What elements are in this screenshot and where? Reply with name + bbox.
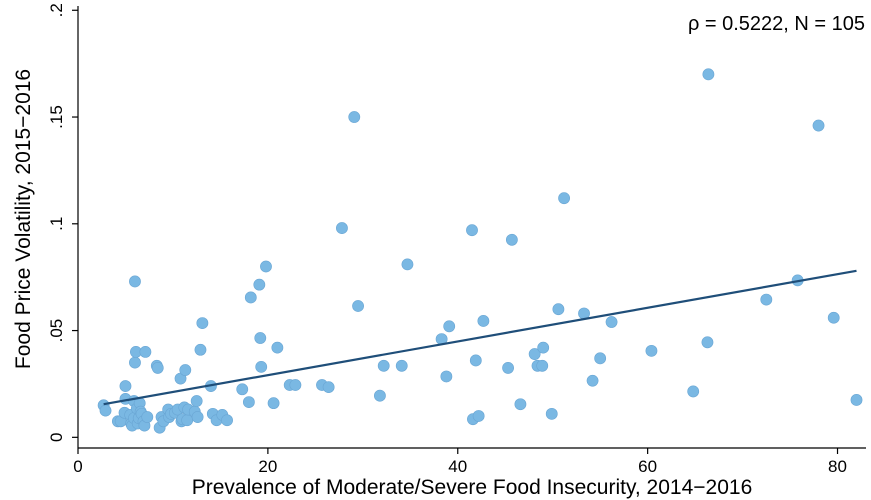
- data-point: [141, 411, 154, 423]
- y-tick-label: .15: [47, 105, 66, 129]
- x-tick-label: 60: [638, 457, 657, 476]
- x-tick-label: 40: [448, 457, 467, 476]
- data-point: [502, 362, 514, 374]
- data-point: [605, 316, 618, 328]
- y-tick-label: .1: [47, 217, 66, 231]
- data-point: [469, 354, 482, 367]
- data-point: [401, 258, 414, 271]
- data-point: [129, 356, 141, 369]
- data-point: [586, 374, 599, 387]
- data-point: [466, 224, 478, 237]
- data-point: [255, 360, 268, 373]
- data-point: [179, 364, 192, 376]
- data-point: [377, 359, 390, 372]
- data-point: [545, 407, 558, 420]
- y-tick-label: .2: [47, 3, 66, 17]
- data-point: [236, 383, 249, 396]
- points-layer: [97, 68, 863, 434]
- data-point: [244, 291, 257, 304]
- data-point: [537, 341, 550, 354]
- data-point: [536, 359, 549, 372]
- data-point: [352, 300, 364, 312]
- data-point: [348, 111, 361, 123]
- x-tick-label: 80: [828, 457, 847, 476]
- data-point: [645, 344, 658, 357]
- data-point: [99, 404, 112, 417]
- data-point: [151, 362, 164, 374]
- data-point: [253, 278, 266, 291]
- x-tick-label: 0: [73, 457, 82, 476]
- data-point: [139, 346, 152, 358]
- data-point: [129, 275, 141, 288]
- x-tick-label: 20: [258, 457, 277, 476]
- data-point: [196, 317, 209, 329]
- data-point: [181, 414, 194, 427]
- data-point: [289, 379, 302, 391]
- data-point: [477, 315, 490, 327]
- data-point: [443, 320, 456, 333]
- data-point: [395, 359, 408, 372]
- data-point: [558, 192, 570, 205]
- data-point: [528, 348, 541, 360]
- data-point: [322, 381, 335, 394]
- data-point: [850, 394, 863, 406]
- y-tick-label: 0: [47, 433, 66, 442]
- data-point: [472, 410, 485, 422]
- data-point: [812, 119, 825, 132]
- fit-line: [103, 269, 857, 406]
- data-point: [119, 380, 132, 392]
- data-point: [260, 260, 272, 273]
- fit-layer: [103, 269, 857, 406]
- data-point: [760, 293, 773, 306]
- data-point: [374, 389, 386, 402]
- data-point: [552, 303, 565, 316]
- data-point: [221, 414, 233, 427]
- data-point: [190, 395, 203, 407]
- x-axis-title: Prevalence of Moderate/Severe Food Insec…: [192, 476, 753, 499]
- data-point: [267, 397, 280, 410]
- data-point: [701, 336, 714, 349]
- y-tick-label: .05: [47, 319, 66, 343]
- data-point: [505, 233, 518, 246]
- y-axis-title: Food Price Volatility, 2015−2016: [12, 69, 35, 369]
- data-point: [594, 352, 607, 365]
- data-point: [827, 311, 840, 324]
- data-point: [514, 398, 527, 411]
- data-point: [242, 396, 255, 408]
- data-point: [336, 222, 348, 234]
- data-point: [194, 343, 207, 356]
- data-point: [702, 68, 715, 81]
- data-point: [440, 370, 453, 383]
- data-point: [687, 385, 700, 398]
- data-point: [191, 411, 204, 423]
- data-point: [254, 332, 267, 344]
- axes-layer: 0 20 40 60 80 0 .05 .1 .15 .2: [47, 3, 866, 476]
- data-point: [271, 341, 284, 354]
- correlation-annotation: ρ = 0.5222, N = 105: [688, 13, 865, 35]
